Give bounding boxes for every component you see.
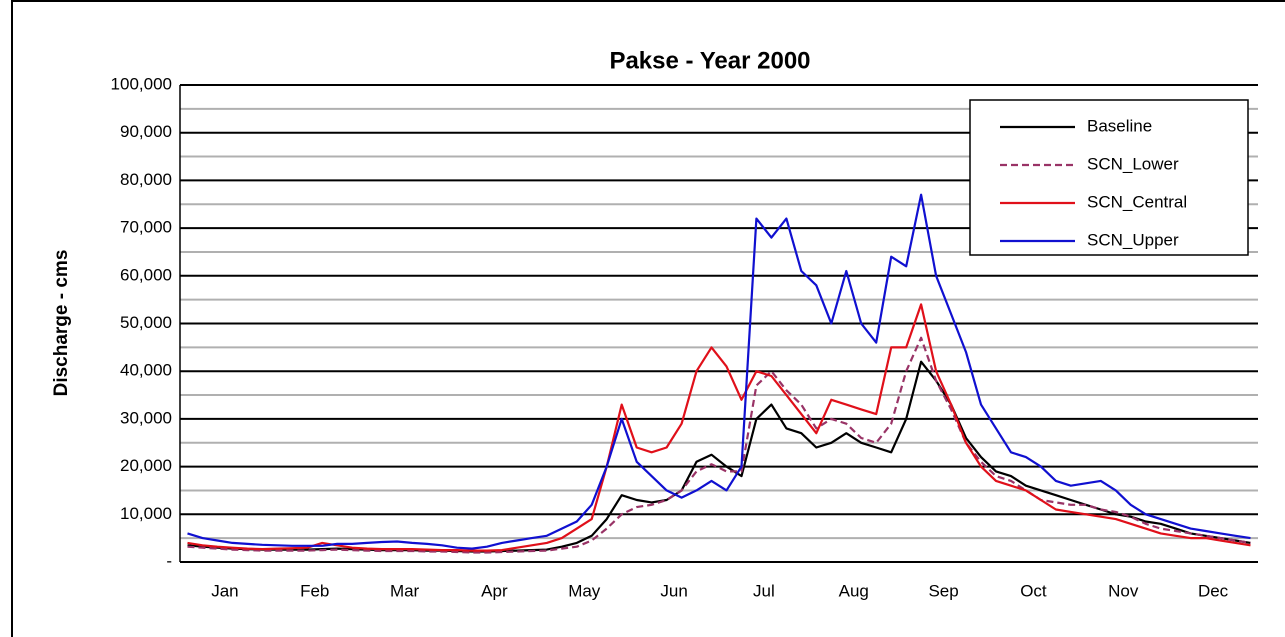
y-tick-label: 90,000 (120, 122, 172, 141)
x-tick-label: Apr (481, 581, 508, 600)
y-tick-label: 10,000 (120, 504, 172, 523)
x-tick-label: Oct (1020, 581, 1047, 600)
x-tick-label: Jul (753, 581, 775, 600)
x-tick-label: Sep (928, 581, 958, 600)
legend-label: SCN_Central (1087, 192, 1187, 211)
y-tick-label: - (166, 551, 172, 570)
y-tick-label: 100,000 (111, 74, 172, 93)
y-tick-label: 30,000 (120, 408, 172, 427)
legend-label: SCN_Lower (1087, 154, 1179, 173)
chart-title: Pakse - Year 2000 (609, 47, 810, 74)
x-tick-label: Feb (300, 581, 329, 600)
y-tick-label: 80,000 (120, 170, 172, 189)
y-axis-label: Discharge - cms (51, 250, 72, 397)
legend-box (969, 99, 1249, 256)
x-tick-label: Mar (390, 581, 420, 600)
y-tick-label: 20,000 (120, 456, 172, 475)
y-tick-label: 40,000 (120, 361, 172, 380)
x-tick-label: Nov (1108, 581, 1139, 600)
legend-label: SCN_Upper (1087, 230, 1179, 249)
x-tick-label: Jun (660, 581, 687, 600)
y-tick-label: 60,000 (120, 265, 172, 284)
x-tick-label: May (568, 581, 601, 600)
series-line (187, 336, 1251, 554)
x-tick-label: Jan (211, 581, 238, 600)
series-line (187, 303, 1251, 552)
y-tick-label: 70,000 (120, 218, 172, 237)
chart-frame (11, 0, 1285, 637)
x-tick-label: Aug (839, 581, 869, 600)
series-line (187, 193, 1251, 550)
y-tick-label: 50,000 (120, 313, 172, 332)
legend-label: Baseline (1087, 116, 1152, 135)
x-tick-label: Dec (1198, 581, 1229, 600)
